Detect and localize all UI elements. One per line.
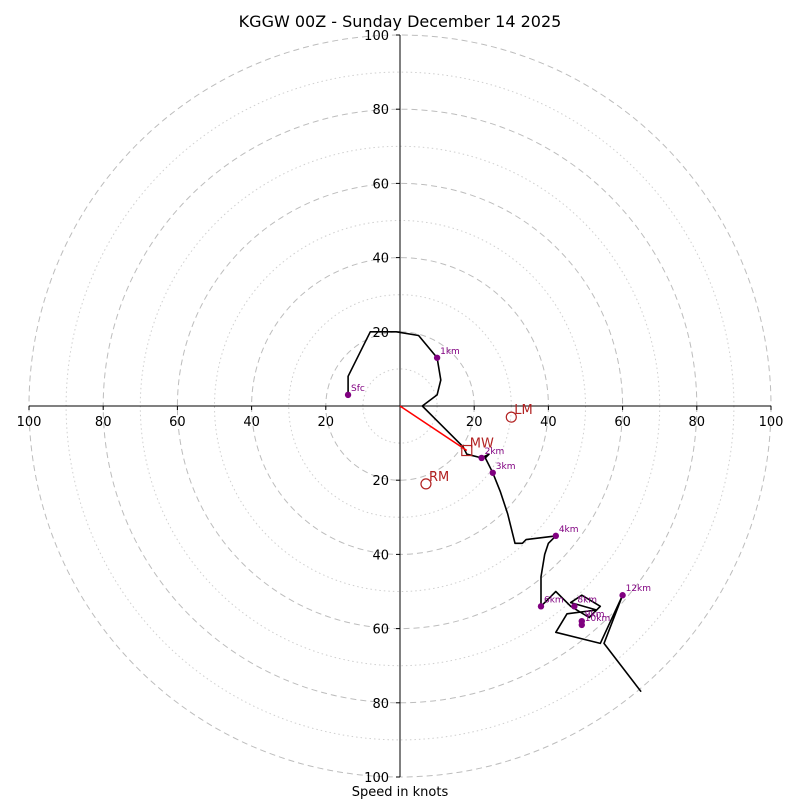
height-marker-12km — [619, 592, 626, 599]
x-tick-right-100: 100 — [759, 415, 784, 430]
y-tick-top-40: 40 — [372, 252, 389, 267]
y-tick-bottom-20: 20 — [372, 474, 389, 489]
height-label-Sfc: Sfc — [351, 384, 365, 394]
y-tick-bottom-80: 80 — [372, 697, 389, 712]
height-label-3km: 3km — [496, 462, 516, 472]
hodograph-trace — [347, 330, 642, 693]
height-label-6km: 6km — [544, 595, 564, 605]
height-marker-Sfc — [344, 391, 352, 399]
storm-motion-label-MW: MW — [470, 437, 494, 452]
storm-motion-marker-MW — [461, 444, 473, 457]
height-label-9km: 9km — [585, 610, 605, 620]
y-tick-bottom-60: 60 — [372, 623, 389, 638]
height-label-8km: 8km — [577, 595, 597, 605]
y-tick-bottom-100: 100 — [364, 771, 389, 786]
tick-labels: 20 20 20 20 40 40 40 40 60 60 60 60 80 80 80 80 100 100 10… — [17, 29, 784, 786]
x-tick-left-60: 60 — [169, 415, 186, 430]
height-marker-2km — [478, 454, 485, 462]
storm-motion-label-LM: LM — [514, 403, 532, 418]
y-tick-bottom-40: 40 — [372, 548, 389, 563]
hodograph-trace-group — [347, 330, 642, 693]
y-tick-top-60: 60 — [372, 177, 389, 192]
chart-title: KGGW 00Z - Sunday December 14 2025 — [239, 12, 562, 31]
storm-motion-marker-LM — [505, 411, 517, 423]
y-tick-top-100: 100 — [364, 29, 389, 44]
x-tick-right-80: 80 — [689, 415, 706, 430]
x-tick-left-20: 20 — [318, 415, 335, 430]
x-tick-right-20: 20 — [466, 415, 483, 430]
height-marker-6km — [537, 603, 545, 610]
storm-motion-marker-RM — [420, 478, 432, 490]
height-label-10km: 10km — [585, 614, 610, 624]
height-marker-1km — [433, 354, 441, 361]
x-tick-right-40: 40 — [540, 415, 557, 430]
height-label-1km: 1km — [440, 347, 460, 357]
height-marker-3km — [489, 469, 496, 476]
mean-wind-vector — [399, 405, 468, 452]
x-tick-left-80: 80 — [95, 415, 112, 430]
storm-motion-markers: LM MW RM — [420, 403, 533, 490]
height-marker-4km — [552, 532, 560, 540]
x-tick-left-40: 40 — [243, 415, 260, 430]
mean-wind-vector-group — [399, 405, 468, 452]
height-label-2km: 2km — [485, 447, 505, 457]
height-marker-8km — [571, 603, 578, 610]
y-tick-top-20: 20 — [372, 326, 389, 341]
x-tick-left-100: 100 — [17, 415, 42, 430]
x-axis-label: Speed in knots — [352, 785, 449, 800]
storm-motion-label-RM: RM — [429, 470, 449, 485]
height-label-12km: 12km — [626, 584, 651, 594]
y-tick-top-80: 80 — [372, 103, 389, 118]
x-tick-right-60: 60 — [614, 415, 631, 430]
height-marker-10km — [578, 621, 585, 629]
height-label-4km: 4km — [559, 525, 579, 535]
